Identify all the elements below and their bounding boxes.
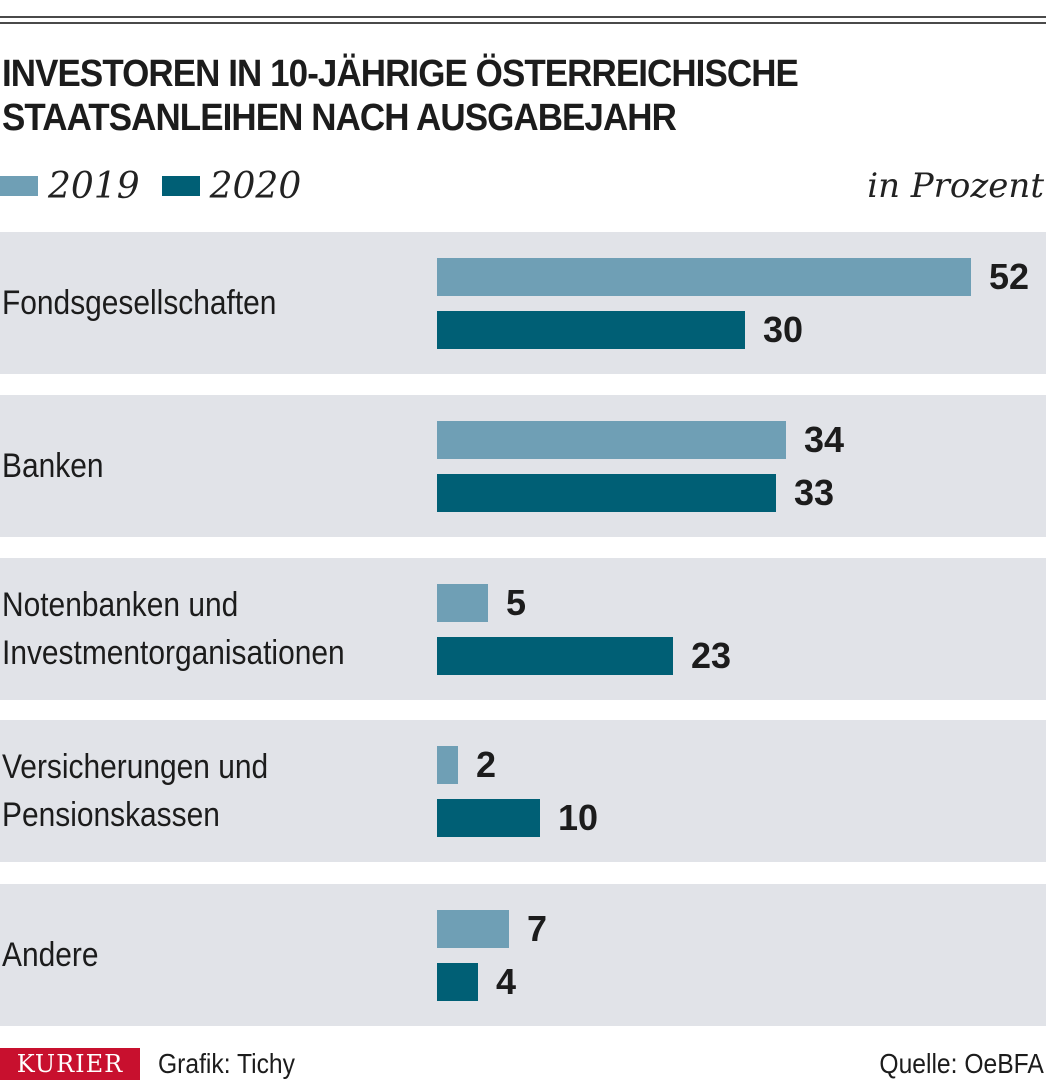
value-label-2020: 30 (763, 309, 804, 350)
graphic-credit: Grafik: Tichy (158, 1048, 295, 1079)
unit-label: in Prozent (867, 166, 1044, 206)
bar-2019 (437, 421, 786, 459)
bar-2019 (437, 746, 458, 784)
chart-title: INVESTOREN IN 10-JÄHRIGE ÖSTERREICHISCHE… (2, 52, 959, 140)
kurier-logo: KURIER (0, 1048, 140, 1080)
category-label: Andere (2, 936, 99, 974)
category-band (0, 720, 1046, 862)
value-label-2019: 7 (527, 908, 548, 949)
chart-title-line-1: INVESTOREN IN 10-JÄHRIGE ÖSTERREICHISCHE (2, 53, 799, 95)
category-label: Banken (2, 447, 104, 485)
value-label-2019: 2 (476, 744, 497, 785)
value-label-2019: 34 (804, 419, 845, 460)
value-label-2020: 10 (558, 797, 599, 838)
value-label-2020: 4 (496, 961, 517, 1002)
bar-2019 (437, 584, 488, 622)
category-label: Fondsgesellschaften (2, 284, 277, 322)
category-band (0, 884, 1046, 1026)
category-band (0, 558, 1046, 700)
top-rule-1 (0, 16, 1046, 18)
category-label: Investmentorganisationen (2, 634, 345, 672)
value-label-2019: 5 (506, 582, 527, 623)
bar-2020 (437, 311, 745, 349)
chart-title-line-2: STAATSANLEIHEN NACH AUSGABEJAHR (2, 97, 677, 139)
category-label: Versicherungen und (2, 748, 269, 786)
value-label-2020: 33 (794, 472, 835, 513)
category-band (0, 232, 1046, 374)
bar-2020 (437, 474, 776, 512)
bar-2020 (437, 637, 673, 675)
legend-label-2019: 2019 (48, 165, 140, 207)
value-label-2020: 23 (691, 635, 732, 676)
category-band (0, 395, 1046, 537)
legend-swatch-2020 (161, 176, 200, 196)
bar-2019 (437, 258, 971, 296)
bar-2020 (437, 799, 540, 837)
bar-2019 (437, 910, 509, 948)
value-label-2019: 52 (989, 256, 1030, 297)
legend-label-2020: 2020 (209, 165, 302, 207)
legend: 2019 2020 (0, 165, 323, 207)
bar-2020 (437, 963, 478, 1001)
top-rule-2 (0, 22, 1046, 24)
source-note: Quelle: OeBFA (879, 1048, 1044, 1079)
legend-swatch-2019 (0, 176, 38, 196)
category-label: Notenbanken und (2, 586, 239, 624)
category-label: Pensionskassen (2, 796, 220, 834)
